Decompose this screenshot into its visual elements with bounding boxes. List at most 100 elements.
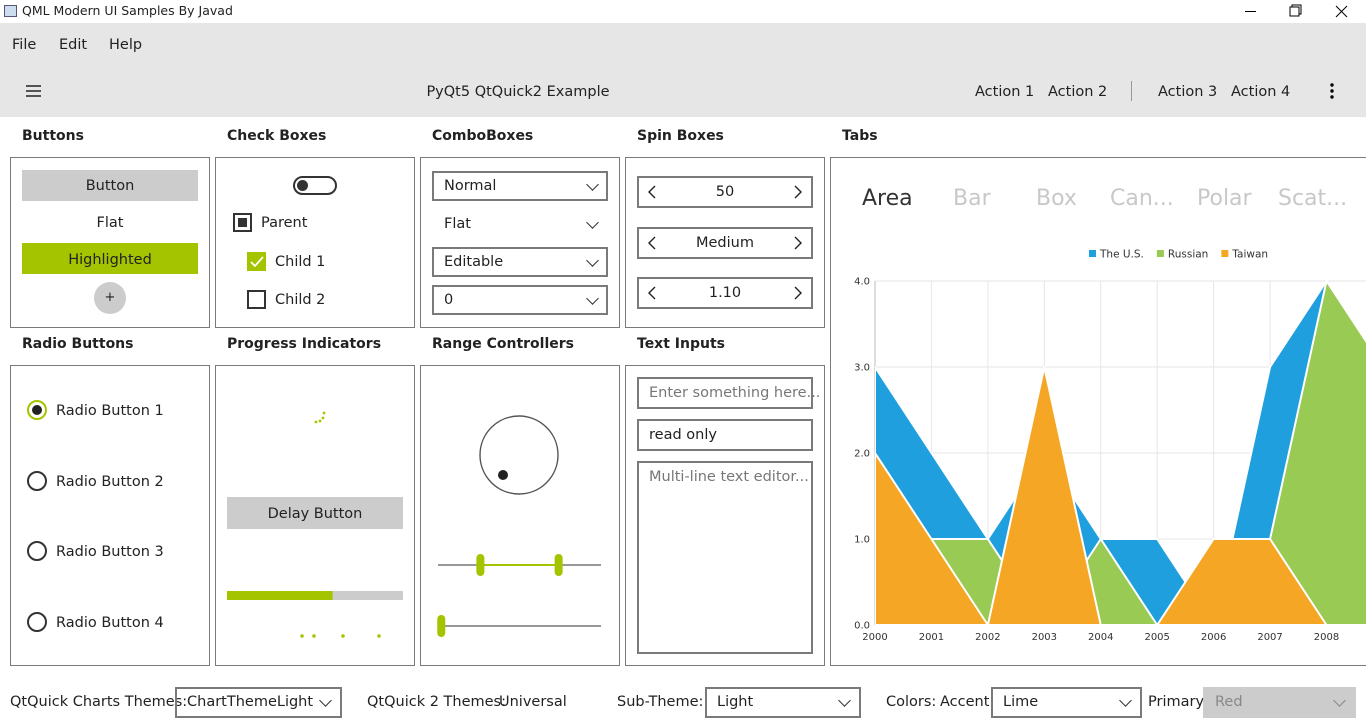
group-box bbox=[10, 365, 210, 666]
group-box bbox=[420, 157, 620, 328]
window-title: QML Modern UI Samples By Javad bbox=[22, 3, 233, 18]
toolbar-action[interactable]: Action 4 bbox=[1231, 84, 1291, 100]
spin-box[interactable] bbox=[637, 176, 813, 208]
spin-box[interactable] bbox=[637, 227, 813, 259]
slider-handle bbox=[437, 615, 446, 637]
combo-box[interactable] bbox=[432, 285, 608, 315]
x-tick-label: 2008 bbox=[1314, 632, 1339, 643]
radio-label: Radio Button 4 bbox=[56, 615, 164, 631]
highlighted-button[interactable] bbox=[22, 243, 198, 274]
group-box bbox=[420, 365, 620, 666]
tab[interactable]: Bar bbox=[953, 186, 991, 211]
x-tick-label: 2005 bbox=[1144, 632, 1169, 643]
menu-item[interactable]: Edit bbox=[59, 37, 88, 53]
app-icon bbox=[4, 5, 17, 17]
radio[interactable] bbox=[27, 400, 47, 420]
dial[interactable] bbox=[479, 415, 559, 495]
switch-knob bbox=[297, 180, 308, 191]
tab[interactable]: Can... bbox=[1110, 186, 1174, 211]
button-label: Button bbox=[85, 178, 135, 194]
checkbox[interactable] bbox=[233, 213, 252, 232]
area bbox=[875, 366, 1366, 626]
legend-swatch bbox=[1156, 250, 1164, 257]
combo-box-disabled bbox=[1203, 687, 1356, 718]
combo-text: Editable bbox=[444, 254, 504, 270]
round-button-label: + bbox=[104, 290, 116, 305]
menu-toolbar bbox=[0, 23, 1366, 117]
footer-value: Universal bbox=[499, 694, 567, 710]
tab[interactable]: Box bbox=[1036, 186, 1077, 211]
toolbar-action[interactable]: Action 1 bbox=[975, 84, 1035, 100]
toolbar-title: PyQt5 QtQuick2 Example bbox=[426, 84, 610, 100]
combo-box[interactable] bbox=[991, 687, 1142, 718]
toolbar-action[interactable]: Action 3 bbox=[1158, 84, 1218, 100]
text-area[interactable] bbox=[637, 461, 813, 654]
footer-label: Accent bbox=[940, 694, 990, 710]
restore[interactable] bbox=[1289, 6, 1300, 17]
combo-text[interactable]: Flat bbox=[444, 216, 471, 232]
group-title: Buttons bbox=[22, 128, 84, 144]
y-tick-label: 2.0 bbox=[854, 449, 870, 460]
spin-arrows[interactable] bbox=[637, 176, 813, 309]
round-button[interactable] bbox=[94, 282, 126, 314]
group-box bbox=[10, 157, 210, 328]
window-controls[interactable] bbox=[1230, 0, 1366, 23]
footer-label: Colors: bbox=[886, 694, 937, 710]
radio-label: Radio Button 1 bbox=[56, 403, 164, 419]
y-tick-label: 0.0 bbox=[854, 621, 870, 632]
x-tick-label: 2001 bbox=[919, 632, 944, 643]
button-label: Highlighted bbox=[68, 252, 152, 268]
combo-box[interactable] bbox=[432, 247, 608, 277]
tab[interactable]: Scat... bbox=[1278, 186, 1348, 211]
combo-text: Normal bbox=[444, 178, 497, 194]
spin-value: 1.10 bbox=[708, 285, 742, 301]
combo-box[interactable] bbox=[175, 687, 342, 718]
group-title: Radio Buttons bbox=[22, 336, 134, 352]
spin-box[interactable] bbox=[637, 277, 813, 309]
group-title: Range Controllers bbox=[432, 336, 574, 352]
checkbox[interactable] bbox=[247, 252, 266, 271]
tab[interactable]: Polar bbox=[1197, 186, 1252, 211]
range-controls bbox=[437, 415, 601, 637]
radio[interactable] bbox=[27, 612, 47, 632]
legend-label: The U.S. bbox=[1099, 249, 1144, 261]
close[interactable] bbox=[1335, 5, 1348, 18]
progress-dots bbox=[300, 634, 381, 638]
checkbox[interactable] bbox=[247, 290, 266, 309]
title-bar bbox=[0, 0, 1366, 23]
combo-text: ChartThemeLight bbox=[187, 694, 314, 710]
menu-item[interactable]: File bbox=[12, 37, 37, 53]
legend-swatch bbox=[1221, 250, 1229, 257]
x-tick-label: 2002 bbox=[975, 632, 1000, 643]
check-mark bbox=[250, 256, 264, 268]
plot-area bbox=[875, 280, 1366, 626]
toolbar-action[interactable]: Action 2 bbox=[1048, 84, 1108, 100]
group-title: Spin Boxes bbox=[637, 128, 724, 144]
radio-label: Radio Button 2 bbox=[56, 474, 164, 490]
radio-dot bbox=[32, 405, 42, 415]
hamburger[interactable] bbox=[24, 83, 44, 99]
combo-box[interactable] bbox=[432, 171, 608, 201]
text-field[interactable] bbox=[637, 377, 813, 409]
switch[interactable] bbox=[293, 176, 337, 195]
radio[interactable] bbox=[27, 471, 47, 491]
x-tick-label: 2007 bbox=[1257, 632, 1282, 643]
text-field[interactable] bbox=[637, 419, 813, 451]
progress-bar bbox=[227, 591, 403, 600]
radio[interactable] bbox=[27, 541, 47, 561]
tab[interactable]: Area bbox=[862, 186, 913, 211]
legend-swatch bbox=[1089, 250, 1096, 257]
x-tick-label: 2004 bbox=[1088, 632, 1113, 643]
read-only-text: read only bbox=[649, 427, 717, 443]
more-menu[interactable] bbox=[1326, 82, 1338, 102]
legend-label: Taiwan bbox=[1231, 249, 1268, 261]
combo-box[interactable] bbox=[705, 687, 861, 718]
y-tick-label: 1.0 bbox=[854, 535, 870, 546]
button[interactable] bbox=[22, 170, 198, 201]
range-handle bbox=[476, 554, 485, 576]
delay-button[interactable] bbox=[227, 497, 403, 529]
combo-text: 0 bbox=[444, 292, 454, 308]
flat-button[interactable]: Flat bbox=[96, 215, 124, 231]
menu-item[interactable]: Help bbox=[109, 37, 143, 53]
